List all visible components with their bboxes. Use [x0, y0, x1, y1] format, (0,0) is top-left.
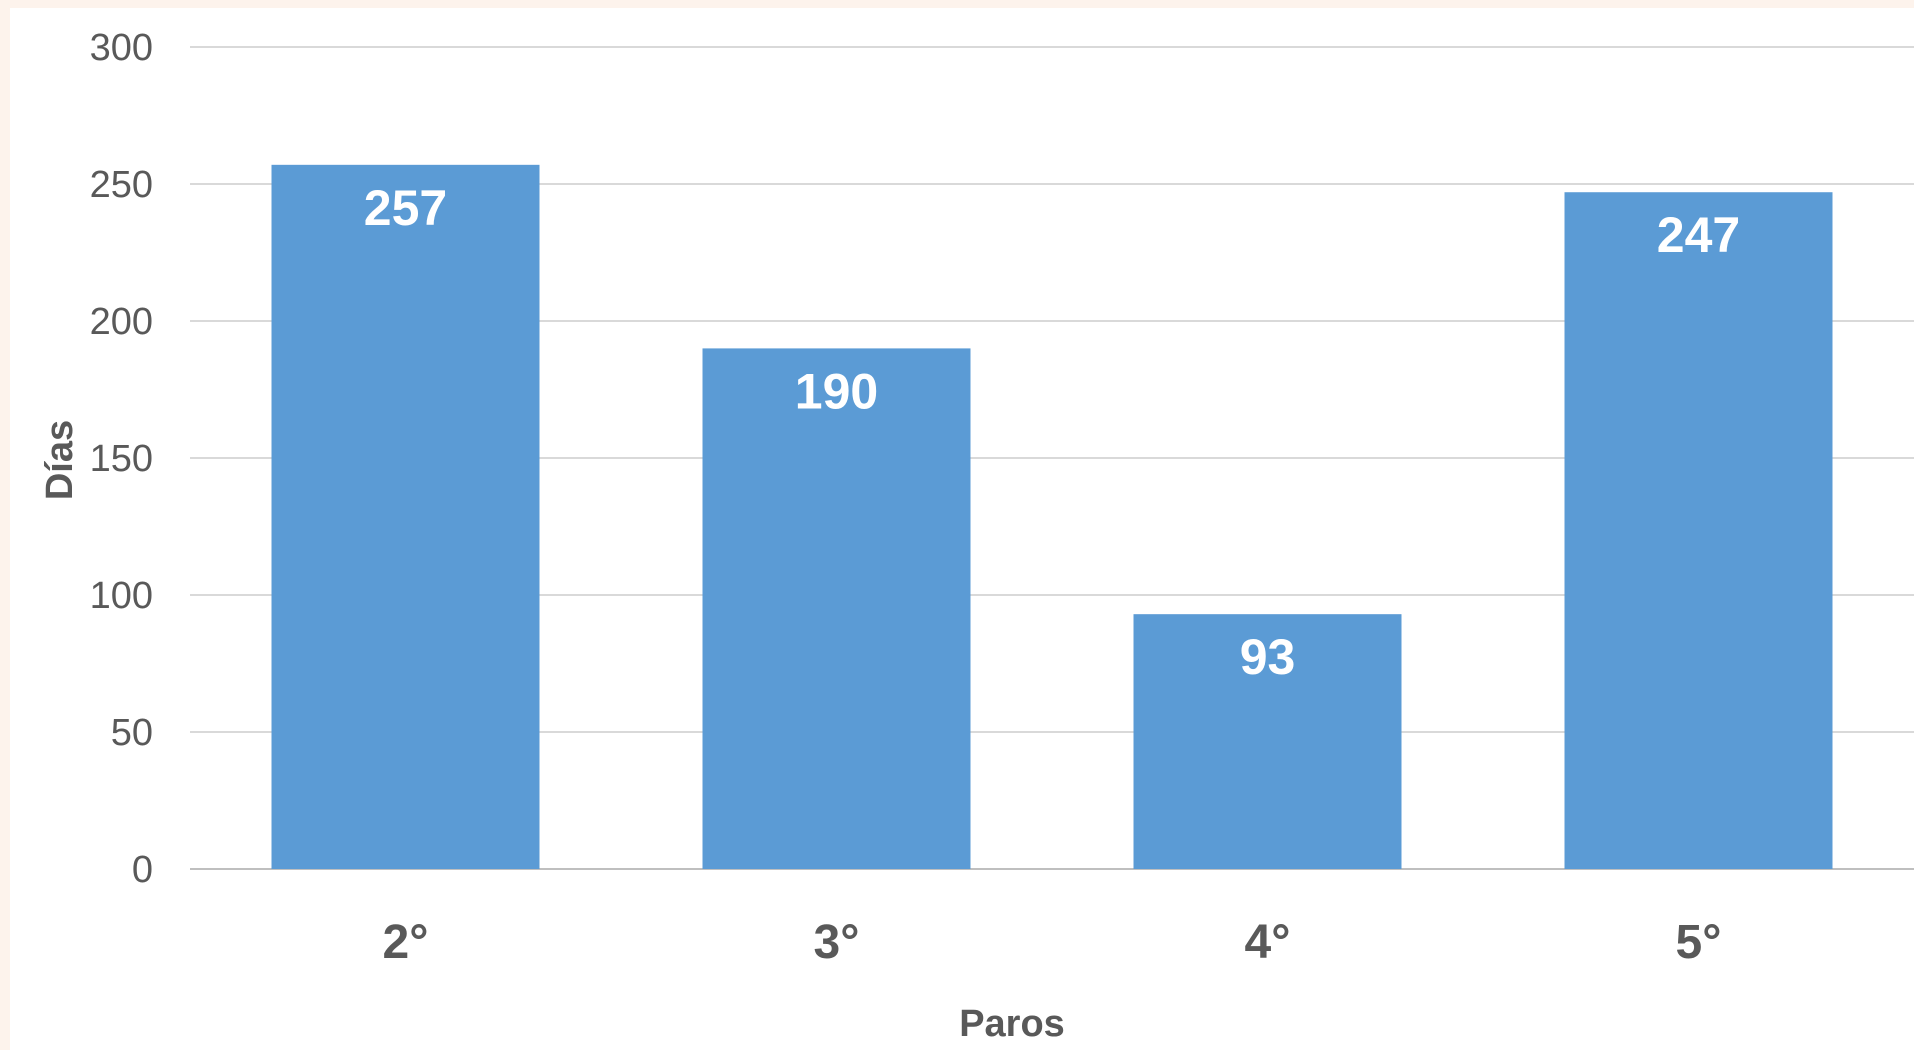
bar-value-label: 247 [1657, 207, 1740, 263]
x-tick-label: 2° [383, 916, 429, 969]
bar-value-label: 93 [1240, 629, 1296, 685]
bar [1133, 614, 1402, 869]
y-tick-label: 250 [90, 164, 153, 206]
y-axis-title: Días [39, 420, 81, 500]
bar-value-label: 190 [795, 363, 878, 419]
x-axis-title: Paros [959, 1003, 1065, 1045]
bar [1564, 192, 1833, 870]
chart-frame: 0 50 100 150 200 250 300 257 190 93 247 2° 3° 4° 5° … [10, 8, 1914, 1050]
x-tick-label: 5° [1676, 916, 1722, 969]
y-tick-label: 100 [90, 575, 153, 617]
y-tick-label: 150 [90, 438, 153, 480]
y-tick-label: 300 [90, 27, 153, 69]
y-tick-label: 50 [111, 712, 153, 754]
bar [702, 348, 971, 869]
x-axis-ticks: 2° 3° 4° 5° [383, 916, 1722, 969]
x-tick-label: 4° [1245, 916, 1291, 969]
bar-value-label: 257 [364, 180, 447, 236]
bar [271, 164, 540, 869]
y-axis-ticks: 0 50 100 150 200 250 300 [90, 27, 153, 891]
bars: 257 190 93 247 [271, 164, 1833, 870]
x-tick-label: 3° [814, 916, 860, 969]
y-tick-label: 200 [90, 301, 153, 343]
y-tick-label: 0 [132, 849, 153, 891]
